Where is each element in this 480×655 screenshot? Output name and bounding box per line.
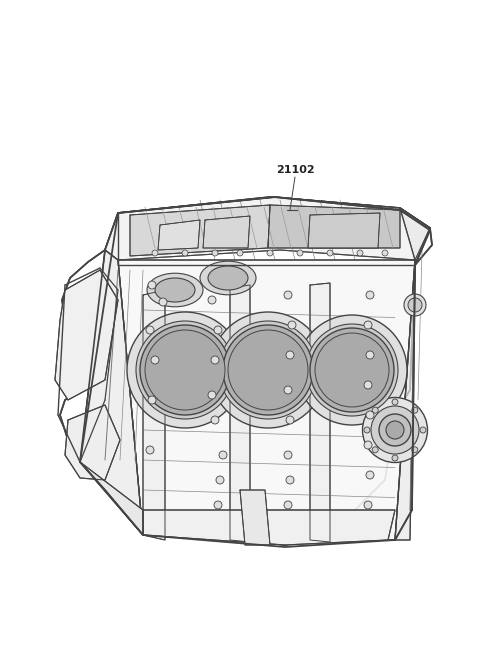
Circle shape: [412, 407, 418, 413]
Polygon shape: [240, 490, 270, 545]
Circle shape: [366, 351, 374, 359]
Circle shape: [412, 447, 418, 453]
Polygon shape: [118, 260, 415, 540]
Circle shape: [392, 455, 398, 461]
Ellipse shape: [362, 398, 428, 462]
Polygon shape: [143, 510, 395, 545]
Circle shape: [286, 476, 294, 484]
Circle shape: [214, 501, 222, 509]
Polygon shape: [60, 197, 432, 545]
Polygon shape: [130, 205, 270, 256]
Circle shape: [148, 396, 156, 404]
Circle shape: [211, 416, 219, 424]
Ellipse shape: [208, 266, 248, 290]
Ellipse shape: [223, 325, 313, 415]
Ellipse shape: [228, 330, 308, 410]
Polygon shape: [310, 283, 330, 542]
Circle shape: [372, 407, 378, 413]
Circle shape: [284, 451, 292, 459]
Text: 21102: 21102: [276, 165, 314, 175]
Circle shape: [288, 321, 296, 329]
Circle shape: [146, 326, 154, 334]
Polygon shape: [268, 205, 400, 248]
Ellipse shape: [408, 298, 422, 312]
Ellipse shape: [404, 294, 426, 316]
Circle shape: [366, 291, 374, 299]
Circle shape: [284, 291, 292, 299]
Circle shape: [366, 411, 374, 419]
Polygon shape: [395, 208, 430, 540]
Ellipse shape: [371, 406, 419, 454]
Polygon shape: [55, 270, 118, 400]
Circle shape: [216, 476, 224, 484]
Ellipse shape: [219, 321, 317, 419]
Circle shape: [364, 427, 370, 433]
Circle shape: [286, 416, 294, 424]
Ellipse shape: [127, 312, 243, 428]
Circle shape: [382, 250, 388, 256]
Circle shape: [420, 427, 426, 433]
Ellipse shape: [136, 321, 234, 419]
Ellipse shape: [306, 324, 398, 416]
Ellipse shape: [310, 328, 394, 412]
Circle shape: [366, 471, 374, 479]
Ellipse shape: [145, 330, 225, 410]
Circle shape: [208, 391, 216, 399]
Circle shape: [364, 441, 372, 449]
Circle shape: [152, 250, 158, 256]
Circle shape: [284, 501, 292, 509]
Ellipse shape: [155, 278, 195, 302]
Circle shape: [211, 356, 219, 364]
Circle shape: [212, 250, 218, 256]
Ellipse shape: [147, 273, 203, 307]
Circle shape: [286, 351, 294, 359]
Circle shape: [208, 296, 216, 304]
Circle shape: [364, 501, 372, 509]
Polygon shape: [105, 197, 430, 260]
Circle shape: [148, 281, 156, 289]
Polygon shape: [65, 405, 120, 480]
Circle shape: [392, 399, 398, 405]
Ellipse shape: [315, 333, 389, 407]
Polygon shape: [143, 290, 165, 540]
Ellipse shape: [297, 315, 407, 425]
Circle shape: [219, 451, 227, 459]
Ellipse shape: [200, 261, 256, 295]
Circle shape: [237, 250, 243, 256]
Polygon shape: [308, 213, 380, 248]
Circle shape: [364, 321, 372, 329]
Circle shape: [267, 250, 273, 256]
Circle shape: [159, 298, 167, 306]
Polygon shape: [80, 250, 143, 535]
Polygon shape: [203, 216, 250, 248]
Circle shape: [364, 381, 372, 389]
Circle shape: [146, 446, 154, 454]
Ellipse shape: [140, 325, 230, 415]
Circle shape: [357, 250, 363, 256]
Circle shape: [297, 250, 303, 256]
Circle shape: [284, 386, 292, 394]
Polygon shape: [230, 285, 250, 542]
Polygon shape: [158, 220, 200, 250]
Circle shape: [214, 326, 222, 334]
Polygon shape: [80, 462, 143, 535]
Circle shape: [151, 356, 159, 364]
Circle shape: [327, 250, 333, 256]
Circle shape: [182, 250, 188, 256]
Ellipse shape: [210, 312, 326, 428]
Ellipse shape: [386, 421, 404, 439]
Ellipse shape: [379, 414, 411, 446]
Circle shape: [372, 447, 378, 453]
